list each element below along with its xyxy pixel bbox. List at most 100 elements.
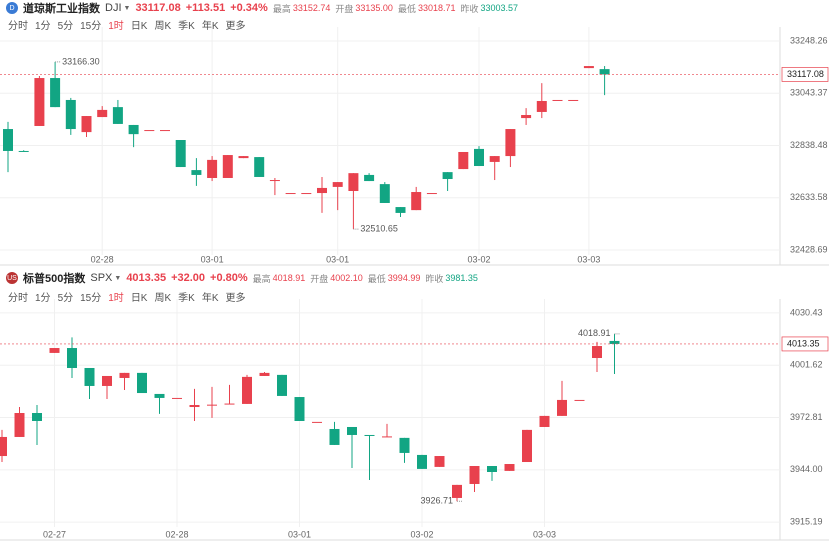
x-tick-label: 03-01 <box>326 254 349 264</box>
tab[interactable]: 年K <box>201 21 219 32</box>
tab[interactable]: 1分 <box>35 293 51 304</box>
candle-body <box>364 434 375 436</box>
candle-body <box>557 399 567 416</box>
symbol[interactable]: DJI <box>105 2 122 14</box>
candle-body <box>417 454 427 469</box>
label: 开盘 <box>310 273 329 284</box>
price-tag <box>781 336 829 352</box>
y-tick-label: 32838.48 <box>790 140 828 150</box>
candle-body <box>34 78 45 126</box>
candle-body <box>522 429 532 463</box>
change: +32.00 <box>171 272 206 284</box>
x-tick-label: 03-01 <box>288 529 311 539</box>
tabs: 分时 1分 5分 15分 1时 日K 周K 季K 年K 更多 <box>8 289 246 304</box>
x-tick-label: 02-28 <box>91 254 114 264</box>
x-tick-label: 03-01 <box>201 254 224 264</box>
candle-body <box>347 426 357 435</box>
candle-body <box>452 484 462 498</box>
change-pct: +0.34% <box>230 2 268 14</box>
candle-body <box>269 180 280 182</box>
candle-body <box>189 405 200 408</box>
price: 4013.35 <box>126 272 167 284</box>
tab[interactable]: 更多 <box>225 293 246 304</box>
candle-body <box>434 456 445 467</box>
candle-body <box>102 375 112 386</box>
candle-body <box>426 193 437 195</box>
max-label: 4018.91 <box>578 328 611 338</box>
candle-body <box>18 150 29 152</box>
tab[interactable]: 日K <box>130 293 148 304</box>
change-pct: +0.80% <box>210 272 248 284</box>
tab[interactable]: 分时 <box>8 293 28 304</box>
min-label: 3926.71 <box>420 496 453 506</box>
candle-body <box>504 464 515 471</box>
candle-body <box>207 159 218 178</box>
candle-body <box>0 436 7 457</box>
tab[interactable]: 15分 <box>80 293 102 304</box>
tab[interactable]: 年K <box>201 293 219 304</box>
max-label: 33166.30 <box>62 56 100 66</box>
tab[interactable]: 1分 <box>35 21 51 32</box>
tab[interactable]: 周K <box>154 21 172 32</box>
candle-body <box>317 187 327 194</box>
value: 33152.74 <box>292 3 331 13</box>
candle-body <box>144 130 155 132</box>
tab[interactable]: 日K <box>130 21 148 32</box>
candle-body <box>382 436 392 438</box>
candle-body <box>599 69 610 75</box>
value: 33003.57 <box>480 3 519 13</box>
candle-body <box>154 393 165 398</box>
tab[interactable]: 分时 <box>8 21 28 32</box>
tab[interactable]: 15分 <box>80 21 102 32</box>
tab[interactable]: 周K <box>154 293 172 304</box>
value: 33135.00 <box>355 3 393 13</box>
symbol[interactable]: SPX <box>90 272 113 284</box>
candle-body <box>254 157 265 177</box>
candle-body <box>285 193 296 195</box>
tab[interactable]: 1时 <box>108 293 124 304</box>
candle-body <box>84 367 95 386</box>
candle-body <box>238 156 249 159</box>
candle-body <box>207 404 217 406</box>
candle-body <box>65 99 76 130</box>
header: D 道琼斯工业指数 DJI ▼ 33117.08 +113.51 +0.34% 最… <box>6 0 518 16</box>
value: 3981.35 <box>445 273 478 283</box>
value: 3994.99 <box>387 273 421 283</box>
candle-body <box>521 115 532 119</box>
candle-body <box>277 374 287 396</box>
tab[interactable]: 季K <box>178 293 195 304</box>
y-tick-label: 33248.26 <box>790 35 828 45</box>
tab[interactable]: 季K <box>178 21 195 32</box>
icon: US <box>6 272 18 284</box>
tab[interactable]: 更多 <box>225 21 246 32</box>
tab[interactable]: 5分 <box>57 293 74 304</box>
value: 33018.71 <box>417 3 456 13</box>
candle-body <box>32 413 42 421</box>
candle-body <box>329 428 340 445</box>
label: 开盘 <box>335 3 354 14</box>
candle-body <box>301 193 312 195</box>
x-tick-label: 03-02 <box>410 529 433 539</box>
candle-body <box>112 107 123 124</box>
candle-body <box>379 184 390 203</box>
x-tick-label: 03-03 <box>577 254 600 264</box>
tab[interactable]: 1时 <box>108 21 124 32</box>
y-tick-label: 3972.81 <box>790 412 823 422</box>
candle-body <box>294 397 305 421</box>
candle-body <box>364 174 375 182</box>
y-tick-label: 32428.69 <box>790 244 828 254</box>
candle-body <box>259 372 270 376</box>
tab[interactable]: 5分 <box>57 21 74 32</box>
candle-body <box>395 207 406 213</box>
title: 标普500指数 <box>23 273 86 285</box>
candle-body <box>312 421 322 423</box>
header: US 标普500指数 SPX ▼ 4013.35 +32.00 +0.80% 最高… <box>6 270 478 286</box>
value: 4018.91 <box>272 273 306 283</box>
candle-body <box>552 99 563 101</box>
label: 最高 <box>272 3 291 14</box>
candle-body <box>411 192 422 211</box>
x-tick-label: 02-27 <box>43 529 66 539</box>
dropdown[interactable]: ▼ <box>123 4 131 12</box>
dropdown[interactable]: ▼ <box>114 274 122 282</box>
